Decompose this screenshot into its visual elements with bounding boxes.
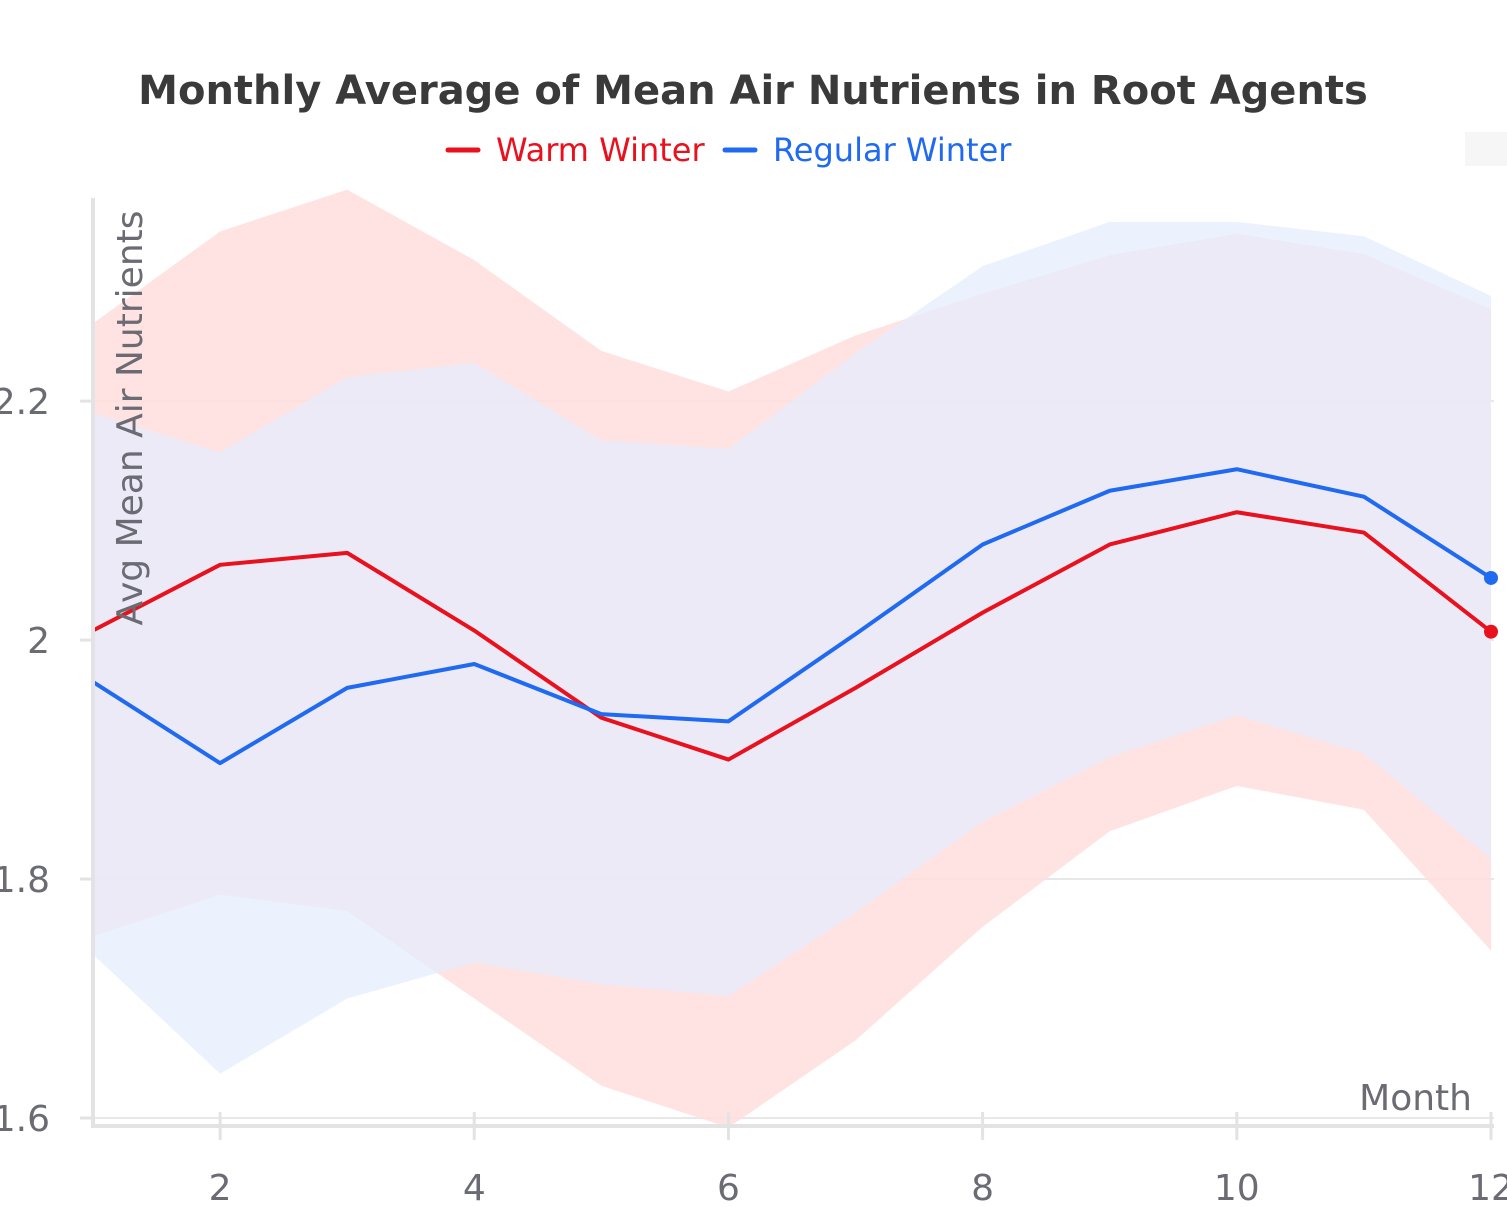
y-tick-label: 1.6: [0, 1099, 50, 1140]
series-lines: [91, 467, 1493, 766]
plot-area: [91, 189, 1498, 1128]
x-tick-label: 6: [717, 1168, 740, 1207]
y-tick-label: 2: [27, 621, 50, 662]
y-axis-ticks: 1.6 1.8 2 2.2: [0, 382, 93, 1140]
x-tick-label: 4: [463, 1168, 486, 1207]
x-tick-label: 12: [1468, 1168, 1507, 1207]
legend-label: Warm Winter: [496, 131, 705, 169]
legend-scroll-handle[interactable]: [1465, 132, 1507, 166]
x-axis-label: Month: [1359, 1078, 1472, 1119]
legend-label: Regular Winter: [773, 131, 1012, 169]
series-line-warm: [92, 510, 1493, 762]
x-tick-label: 2: [209, 1168, 232, 1207]
y-axis-label: Avg Mean Air Nutrients: [110, 210, 151, 625]
series-end-points: [1484, 570, 1498, 639]
confidence-band-regular: [93, 221, 1491, 1074]
legend-item-regular-winter[interactable]: Regular Winter: [722, 131, 1012, 169]
end-point-regular: [1484, 570, 1498, 585]
x-tick-label: 8: [971, 1168, 994, 1207]
confidence-bands: [93, 189, 1491, 1128]
y-tick-label: 2.2: [0, 382, 50, 423]
series-line-regular: [91, 467, 1493, 766]
legend: Warm Winter Regular Winter: [445, 131, 1012, 169]
y-tick-label: 1.8: [0, 860, 50, 901]
end-point-warm: [1484, 624, 1498, 639]
chart-title: Monthly Average of Mean Air Nutrients in…: [138, 68, 1368, 114]
x-axis-ticks: 2 4 6 8 10 12: [209, 1112, 1507, 1207]
x-tick-label: 10: [1214, 1168, 1260, 1207]
legend-item-warm-winter[interactable]: Warm Winter: [445, 131, 705, 169]
